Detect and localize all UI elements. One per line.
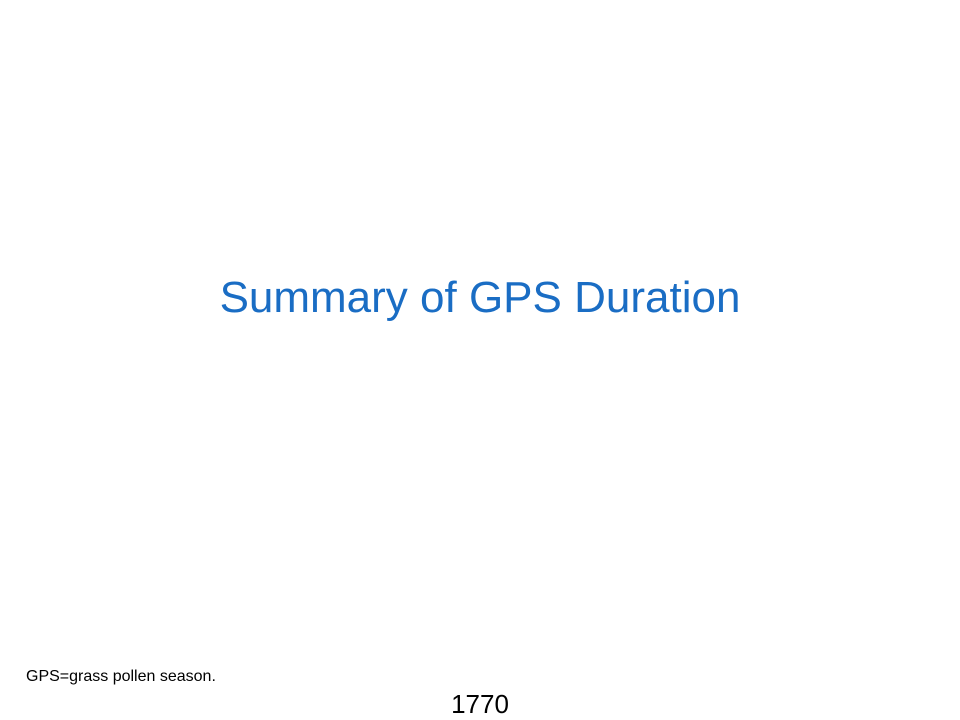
- slide-title: Summary of GPS Duration: [219, 273, 741, 322]
- footnote: GPS=grass pollen season.: [26, 668, 216, 685]
- slide-number: 1770: [451, 689, 509, 719]
